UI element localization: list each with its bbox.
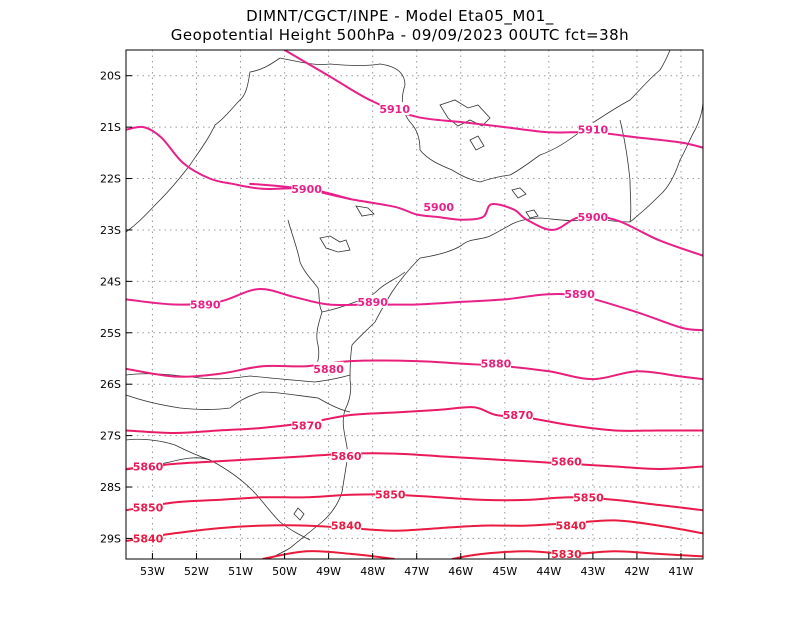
border xyxy=(539,50,671,156)
border xyxy=(126,57,281,233)
plot-frame xyxy=(125,49,704,560)
contour-label-background xyxy=(313,361,344,375)
chart-title-line-1: DIMNT/CGCT/INPE - Model Eta05_M01_ xyxy=(246,7,554,25)
contour-label-5830: 5830 xyxy=(551,548,582,561)
border xyxy=(314,311,323,371)
contour-line-5910 xyxy=(284,50,703,149)
contour-label-5870: 5870 xyxy=(503,409,534,422)
contour-label-5890: 5890 xyxy=(190,299,221,312)
contour-label-background xyxy=(423,199,454,213)
lat-label: 20S xyxy=(100,70,121,83)
contour-label-5860: 5860 xyxy=(551,455,582,468)
lake xyxy=(469,135,485,151)
border xyxy=(126,373,351,383)
lon-label: 48W xyxy=(360,565,385,578)
contour-label-background xyxy=(564,287,595,301)
contour-label-background xyxy=(503,408,534,422)
contour-label-5860: 5860 xyxy=(133,460,164,473)
contour-line-5870 xyxy=(126,406,703,435)
contour-label-background xyxy=(573,490,604,504)
chart-title-line-2: Geopotential Height 500hPa - 09/09/2023 … xyxy=(170,26,630,44)
lon-label: 47W xyxy=(404,565,429,578)
contour-line-5890 xyxy=(126,288,703,332)
lat-label: 22S xyxy=(100,173,121,186)
contour-label-background xyxy=(577,210,608,224)
lat-label: 25S xyxy=(100,327,121,340)
island xyxy=(525,209,539,219)
contour-line-5850 xyxy=(126,493,703,512)
contour-label-5910: 5910 xyxy=(578,124,609,137)
contour-line-5830 xyxy=(262,550,395,559)
latitude-labels: 20S 21S 22S 23S 24S 25S 26S 27S 28S 29S xyxy=(100,70,132,545)
contour-label-background xyxy=(133,500,164,514)
border xyxy=(279,57,541,183)
contour-label-5890: 5890 xyxy=(564,288,595,301)
contour-line-5860 xyxy=(126,452,703,471)
contour-label-5840: 5840 xyxy=(331,520,362,533)
contour-line-5840 xyxy=(126,519,703,542)
lon-label: 44W xyxy=(536,565,561,578)
island xyxy=(511,187,527,199)
lon-label: 42W xyxy=(624,565,649,578)
contour-label-background xyxy=(133,459,164,473)
contour-line-5880 xyxy=(126,359,703,381)
contour-label-5850: 5850 xyxy=(375,489,406,502)
lake xyxy=(355,205,375,217)
lon-label: 45W xyxy=(492,565,517,578)
contour-label-5900: 5900 xyxy=(578,211,609,224)
contour-label-background xyxy=(577,122,608,136)
border xyxy=(126,391,351,413)
lat-label: 26S xyxy=(100,378,121,391)
contour-label-5900: 5900 xyxy=(291,183,322,196)
border xyxy=(126,438,311,541)
contour-label-background xyxy=(331,518,362,532)
contour-label-5880: 5880 xyxy=(313,363,344,376)
lat-label: 21S xyxy=(100,121,121,134)
contour-label-5840: 5840 xyxy=(556,520,587,533)
lon-label: 41W xyxy=(669,565,694,578)
lake xyxy=(293,507,305,521)
lat-label: 27S xyxy=(100,430,121,443)
contour-label-5910: 5910 xyxy=(379,103,410,116)
contour-label-background xyxy=(375,487,406,501)
contour-label-background xyxy=(291,181,322,195)
contour-label-5870: 5870 xyxy=(291,419,322,432)
contour-label-5900: 5900 xyxy=(423,201,454,214)
contour-label-background xyxy=(379,102,410,116)
contour-label-5840: 5840 xyxy=(133,532,164,545)
contour-label-5850: 5850 xyxy=(573,491,604,504)
lat-label: 23S xyxy=(100,224,121,237)
contour-label-background xyxy=(555,518,586,532)
lake xyxy=(319,235,351,253)
contour-label-background xyxy=(480,356,511,370)
contour-label-background xyxy=(357,294,388,308)
lon-label: 50W xyxy=(272,565,297,578)
border xyxy=(619,119,632,223)
coastline-south xyxy=(267,257,421,559)
lon-label: 46W xyxy=(448,565,473,578)
lon-label: 52W xyxy=(184,565,209,578)
lon-label: 53W xyxy=(140,565,165,578)
lat-label: 29S xyxy=(100,532,121,545)
longitude-labels: 53W 52W 51W 50W 49W 48W 47W 46W 45W 44W 43W 42W 41W xyxy=(140,553,694,578)
contour-label-background xyxy=(551,454,582,468)
lon-label: 49W xyxy=(316,565,341,578)
lon-label: 43W xyxy=(580,565,605,578)
lat-label: 28S xyxy=(100,481,121,494)
contour-label-background xyxy=(291,418,322,432)
contour-label-background xyxy=(190,297,221,311)
contour-label-background xyxy=(331,449,362,463)
contour-label-5880: 5880 xyxy=(481,358,512,371)
contour-label-5890: 5890 xyxy=(357,296,388,309)
contour-label-5860: 5860 xyxy=(331,450,362,463)
contour-label-5850: 5850 xyxy=(133,502,164,515)
lat-label: 24S xyxy=(100,275,121,288)
lon-label: 51W xyxy=(228,565,253,578)
contour-label-background xyxy=(133,531,164,545)
height-contours: 5910 5910 5900 5900 5900 5890 5890 5890 5880 5880… xyxy=(126,50,703,561)
contour-label-background xyxy=(551,546,582,559)
